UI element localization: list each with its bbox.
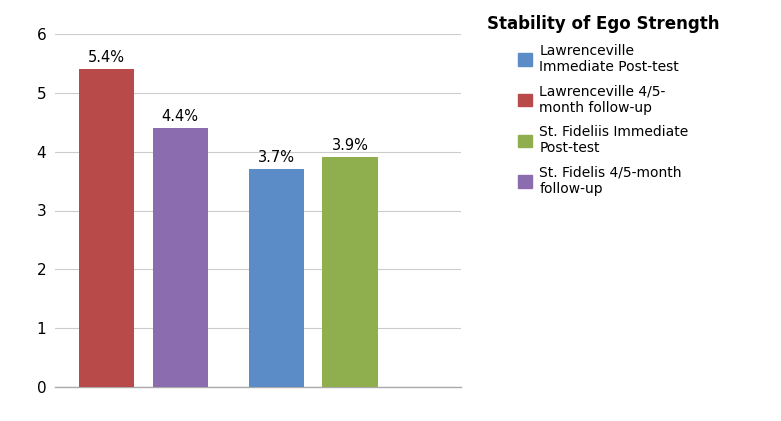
Bar <box>79 69 134 387</box>
Bar <box>323 157 378 387</box>
Text: 3.7%: 3.7% <box>258 150 294 165</box>
Text: 4.4%: 4.4% <box>162 109 198 124</box>
Bar <box>152 128 208 387</box>
Legend: Lawrenceville
Immediate Post-test, Lawrenceville 4/5-
month follow-up, St. Fidel: Lawrenceville Immediate Post-test, Lawre… <box>487 15 720 196</box>
Text: 3.9%: 3.9% <box>332 139 369 153</box>
Bar <box>248 169 304 387</box>
Text: 5.4%: 5.4% <box>87 50 125 65</box>
